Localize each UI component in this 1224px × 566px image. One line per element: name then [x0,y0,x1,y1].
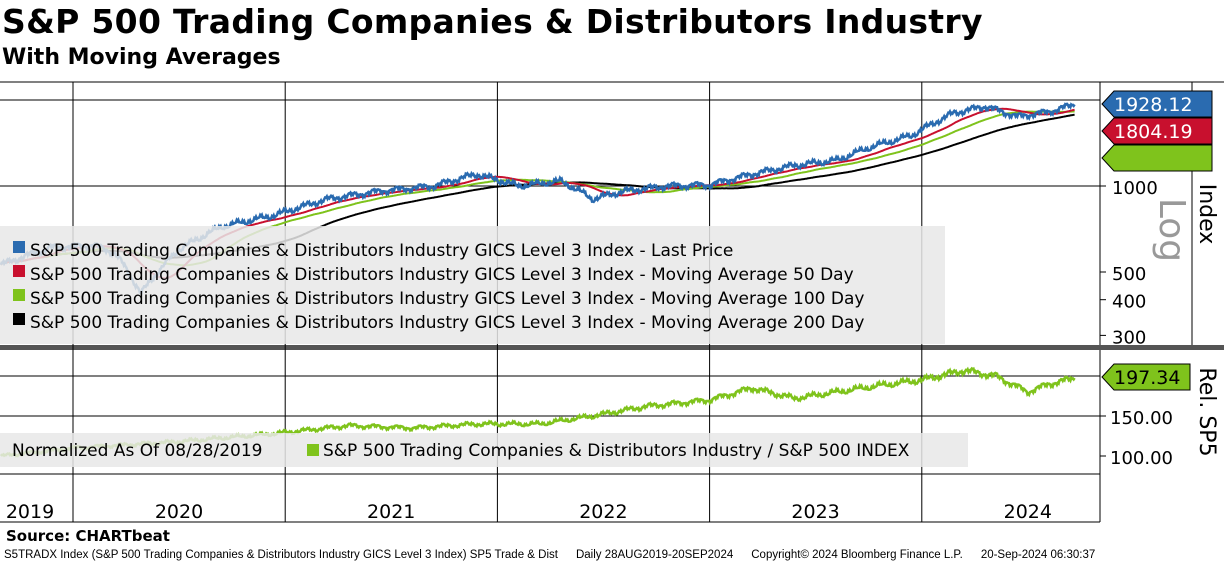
ma50-value-tag-text: 1804.19 [1114,121,1193,143]
y-axis-label-relative: Rel. SP5 [1194,367,1219,456]
y-tick-label: 500 [1112,264,1146,285]
chart-subtitle: With Moving Averages [2,45,281,70]
scale-label: Log [1151,198,1192,262]
y-tick-label: 150.00 [1110,408,1173,429]
relative-value-tag-text: 197.34 [1114,367,1180,389]
legend-label: S&P 500 Trading Companies & Distributors… [30,313,864,333]
footer: S5TRADX Index (S&P 500 Trading Companies… [4,549,1113,561]
chart-title: S&P 500 Trading Companies & Distributors… [2,2,983,41]
y-tick-label: 1000 [1112,178,1158,199]
legend-swatch [307,444,319,456]
y-tick-label: 400 [1112,292,1146,313]
last-price-value-tag [1101,90,1213,118]
y-tick-label: 100.00 [1110,448,1173,469]
legend-label: S&P 500 Trading Companies & Distributors… [30,265,854,285]
y-axis-label: Index [1194,184,1219,245]
legend-box [0,226,945,344]
source-label: Source: CHARTbeat [6,527,170,545]
panel-divider [0,345,1224,350]
legend-swatch [13,313,25,325]
chart: 2019 2020 2021 2022 2023 2024 1000 500 400 300 150… [0,81,1224,523]
legend-label: S&P 500 Trading Companies & Distributors… [30,289,864,309]
footer-period: Daily 28AUG2019-20SEP2024 [575,549,734,561]
ma50-value-tag [1101,117,1213,145]
legend-normalized-label: Normalized As Of 08/28/2019 [12,441,262,461]
last-price-value-tag-text: 1928.12 [1114,94,1193,116]
legend-swatch [13,265,25,277]
footer-copyright: Copyright© 2024 Bloomberg Finance L.P. [751,549,963,561]
relative-value-tag [1101,363,1191,391]
legend-swatch [13,241,25,253]
x-tick-label: 2020 [155,501,203,523]
footer-timestamp: 20-Sep-2024 06:30:37 [980,549,1096,561]
x-tick-label: 2022 [579,501,627,523]
x-tick-label: 2023 [791,501,839,523]
legend-swatch [13,289,25,301]
legend-box-relative [0,433,968,467]
legend-label: S&P 500 Trading Companies & Distributors… [30,241,733,261]
legend-label: S&P 500 Trading Companies & Distributors… [323,441,910,461]
x-tick-label: 2021 [367,501,415,523]
x-tick-label: 2019 [6,501,54,523]
footer-ticker: S5TRADX Index (S&P 500 Trading Companies… [4,549,558,561]
ma100-value-tag [1101,144,1213,172]
x-tick-label: 2024 [1004,501,1052,523]
y-tick-label: 300 [1112,327,1146,348]
